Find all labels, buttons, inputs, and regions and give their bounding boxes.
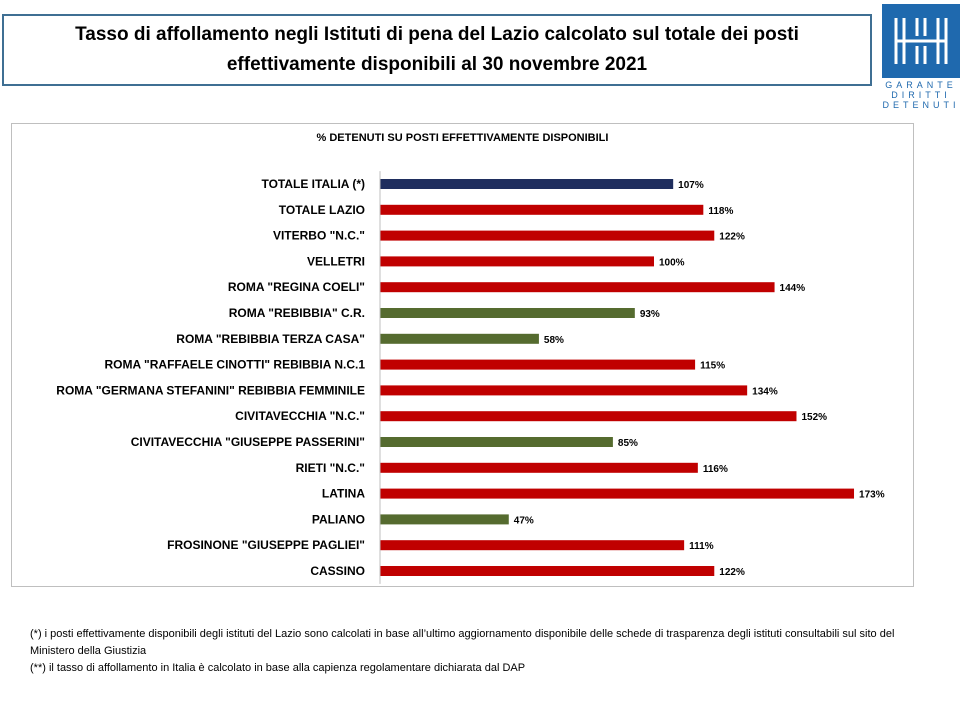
data-label: 122% (719, 232, 745, 243)
category-label: ROMA "RAFFAELE CINOTTI" REBIBBIA N.C.1 (105, 358, 366, 372)
category-label: CASSINO (310, 564, 365, 578)
garante-logo: GARANTE DIRITTI DETENUTI (882, 2, 960, 110)
bar (380, 411, 797, 422)
bar (380, 230, 715, 241)
category-label: CIVITAVECCHIA "N.C." (235, 409, 365, 423)
chart-title: % DETENUTI SU POSTI EFFETTIVAMENTE DISPO… (316, 132, 609, 144)
category-label: TOTALE ITALIA (*) (261, 177, 365, 191)
chart-frame: % DETENUTI SU POSTI EFFETTIVAMENTE DISPO… (11, 123, 914, 587)
data-label: 134% (752, 386, 778, 397)
data-label: 93% (640, 309, 660, 320)
category-label: ROMA "GERMANA STEFANINI" REBIBBIA FEMMIN… (56, 383, 365, 397)
data-label: 107% (678, 180, 704, 191)
category-label: RIETI "N.C." (296, 461, 365, 475)
category-label: ROMA "REBIBBIA" C.R. (229, 306, 365, 320)
footnote-2: (**) il tasso di affollamento in Italia … (30, 662, 526, 674)
data-label: 116% (703, 464, 728, 475)
title-box: Tasso di affollamento negli Istituti di … (2, 14, 872, 86)
category-label: TOTALE LAZIO (279, 203, 365, 217)
bar (380, 385, 748, 396)
bar (380, 308, 635, 318)
data-label: 115% (700, 361, 725, 372)
bar (380, 204, 704, 215)
bar (380, 359, 696, 370)
data-label: 152% (801, 412, 827, 423)
bar-chart: TOTALE ITALIA (*) 107% TOTALE LAZIO 118% VIT… (56, 171, 885, 584)
page-title: Tasso di affollamento negli Istituti di … (75, 24, 799, 75)
data-label: 122% (719, 567, 745, 578)
bar (380, 566, 715, 576)
data-label: 58% (544, 335, 564, 346)
data-label: 47% (514, 515, 534, 526)
data-label: 100% (659, 257, 685, 268)
bar (380, 540, 685, 551)
category-label: FROSINONE "GIUSEPPE PAGLIEI" (167, 538, 365, 552)
category-label: CIVITAVECCHIA "GIUSEPPE PASSERINI" (131, 435, 365, 449)
footnote-1: (*) i posti effettivamente disponibili d… (30, 628, 895, 657)
category-label: VITERBO "N.C." (273, 229, 365, 243)
bar (380, 282, 775, 293)
logo-text-line-1: GARANTE (885, 80, 957, 90)
category-label: ROMA "REGINA COELI" (228, 280, 365, 294)
bar (380, 179, 674, 189)
data-label: 111% (689, 541, 714, 552)
data-label: 144% (780, 283, 806, 294)
data-label: 173% (859, 490, 885, 501)
category-label: VELLETRI (307, 254, 365, 268)
bar (380, 333, 539, 344)
data-label: 85% (618, 438, 638, 449)
logo-text-line-2: DIRITTI (891, 90, 951, 100)
footnotes: (*) i posti effettivamente disponibili d… (30, 626, 925, 677)
bar (380, 256, 654, 267)
category-label: ROMA "REBIBBIA TERZA CASA" (176, 332, 365, 346)
data-label: 118% (708, 206, 733, 217)
bar (380, 488, 855, 499)
bar (380, 462, 698, 473)
bar (380, 437, 613, 447)
logo-text-line-3: DETENUTI (882, 100, 960, 110)
category-label: PALIANO (312, 512, 365, 526)
category-label: LATINA (322, 487, 365, 501)
logo-emblem-icon (894, 18, 948, 64)
bar (380, 514, 509, 525)
logo-emblem (882, 4, 960, 78)
